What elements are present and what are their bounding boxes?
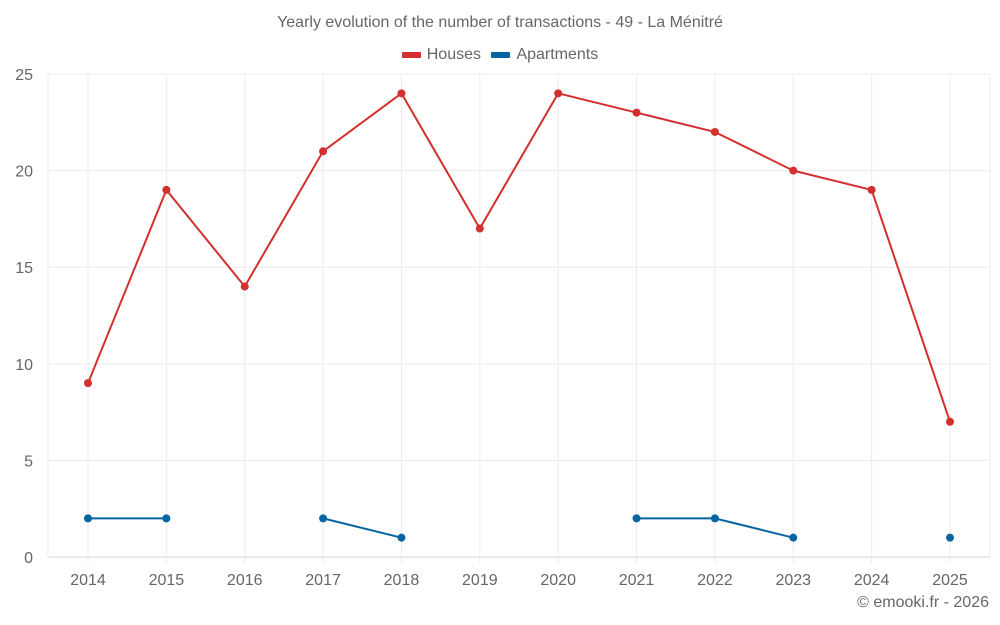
x-tick-label: 2021: [619, 572, 655, 589]
y-tick-label: 15: [15, 260, 33, 277]
data-point-apartments[interactable]: [632, 514, 641, 523]
y-tick-label: 0: [24, 550, 33, 567]
x-tick-label: 2022: [697, 572, 733, 589]
x-tick-label: 2025: [932, 572, 968, 589]
x-tick-label: 2016: [227, 572, 263, 589]
data-point-houses[interactable]: [789, 166, 798, 175]
data-point-apartments[interactable]: [84, 514, 92, 523]
data-point-houses[interactable]: [554, 89, 563, 98]
legend: Houses Apartments: [0, 45, 1000, 64]
x-tick-label: 2017: [305, 572, 341, 589]
data-point-apartments[interactable]: [397, 533, 406, 542]
data-point-houses[interactable]: [867, 185, 876, 194]
legend-swatch-apartments: [491, 52, 511, 58]
x-tick-label: 2019: [462, 572, 498, 589]
x-tick-label: 2015: [149, 572, 185, 589]
legend-swatch-houses: [401, 52, 421, 58]
legend-label-apartments: Apartments: [516, 46, 599, 63]
data-point-houses[interactable]: [710, 127, 719, 136]
data-point-houses[interactable]: [475, 224, 484, 233]
data-point-houses[interactable]: [319, 147, 328, 156]
legend-item-apartments[interactable]: Apartments: [491, 46, 598, 64]
x-tick-label: 2024: [854, 572, 890, 589]
data-point-houses[interactable]: [240, 282, 249, 291]
data-point-houses[interactable]: [946, 417, 954, 426]
y-tick-label: 5: [24, 453, 33, 470]
data-point-houses[interactable]: [397, 89, 406, 98]
x-tick-label: 2020: [540, 572, 576, 589]
y-tick-label: 20: [15, 164, 33, 181]
data-point-apartments[interactable]: [946, 533, 954, 542]
x-tick-label: 2018: [384, 572, 420, 589]
data-point-apartments[interactable]: [710, 514, 719, 523]
chart-title: Yearly evolution of the number of transa…: [277, 14, 723, 31]
y-tick-label: 25: [15, 67, 33, 84]
data-point-houses[interactable]: [84, 379, 92, 388]
data-point-apartments[interactable]: [162, 514, 171, 523]
legend-label-houses: Houses: [426, 46, 481, 63]
x-tick-label: 2014: [70, 572, 106, 589]
x-tick-label: 2023: [775, 572, 811, 589]
series-line-apartments: [322, 517, 402, 539]
legend-item-houses[interactable]: Houses: [401, 46, 481, 64]
data-point-apartments[interactable]: [789, 533, 798, 542]
data-point-houses[interactable]: [162, 185, 171, 194]
series-line-houses: [87, 92, 951, 423]
data-point-houses[interactable]: [632, 108, 641, 117]
credit-text: © emooki.fr - 2026: [857, 594, 989, 611]
data-point-apartments[interactable]: [319, 514, 328, 523]
y-tick-label: 10: [15, 357, 33, 374]
